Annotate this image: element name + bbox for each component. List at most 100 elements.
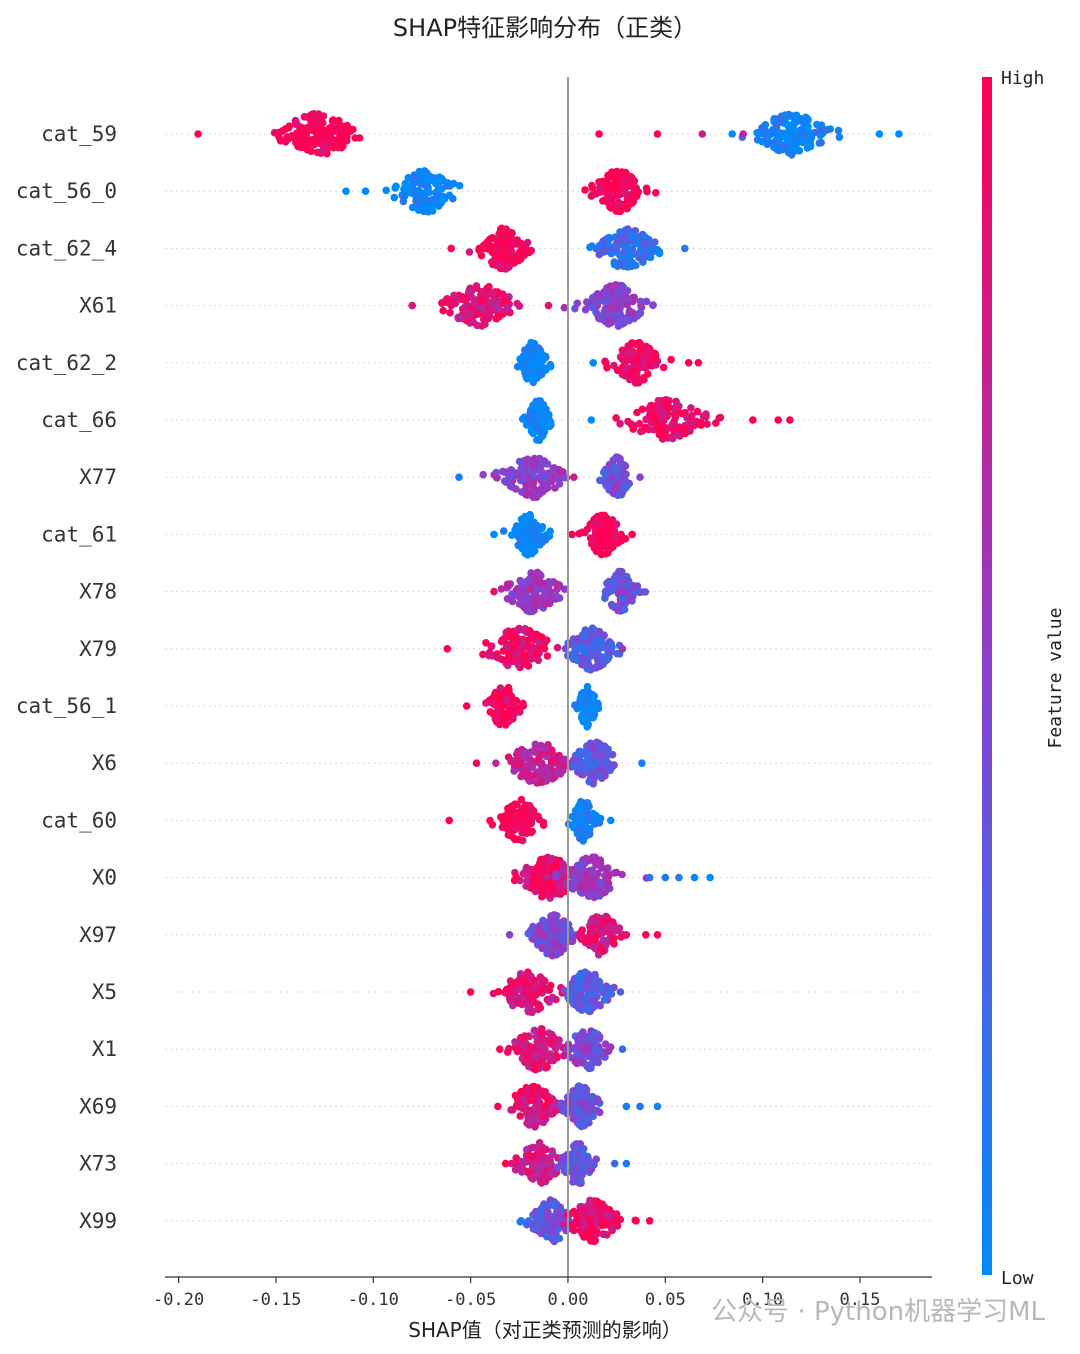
shap-dot — [594, 951, 603, 959]
feature-row-cat_61 — [490, 510, 636, 559]
shap-dot-outlier — [472, 759, 481, 767]
shap-dot-outlier — [636, 473, 644, 482]
shap-dot — [562, 473, 571, 482]
shap-dot — [300, 127, 309, 136]
shap-dot — [553, 643, 562, 652]
shap-dot — [410, 186, 418, 195]
feature-label-X78: X78 — [79, 580, 117, 604]
shap-dot — [512, 1154, 520, 1162]
shap-dot — [605, 520, 614, 528]
shap-dot — [541, 1088, 550, 1096]
shap-dot — [521, 549, 530, 558]
shap-dot — [656, 400, 665, 409]
shap-dot — [611, 482, 620, 491]
shap-dot — [620, 605, 629, 614]
shap-dot — [598, 754, 606, 762]
shap-dot — [504, 804, 512, 813]
shap-dot — [600, 467, 609, 476]
shap-dot-outlier — [462, 702, 471, 710]
shap-dot — [628, 339, 636, 347]
shap-dot — [583, 298, 591, 306]
shap-dot — [526, 536, 535, 544]
shap-dot — [574, 825, 583, 833]
shap-dot — [789, 144, 797, 152]
shap-dot — [617, 252, 626, 261]
shap-dot — [440, 195, 449, 203]
feature-label-X1: X1 — [92, 1037, 117, 1061]
shap-dot — [526, 408, 535, 417]
shap-dot-outlier — [684, 359, 693, 367]
shap-dot — [693, 407, 702, 416]
shap-dot — [529, 478, 538, 487]
shap-dot — [537, 778, 546, 786]
feature-row-X6 — [472, 738, 646, 788]
shap-dot — [443, 295, 452, 303]
shap-dot — [613, 237, 621, 246]
shap-dot — [504, 475, 513, 484]
shap-dot — [576, 749, 585, 758]
shap-dot — [606, 245, 614, 253]
shap-dot — [531, 1052, 540, 1060]
shap-dot — [579, 644, 588, 653]
feature-label-cat_60: cat_60 — [41, 808, 117, 832]
shap-dot — [337, 141, 346, 149]
shap-dot — [540, 1044, 548, 1053]
shap-dot — [551, 1220, 560, 1229]
shap-dot — [608, 285, 616, 294]
feature-row-X73 — [501, 1139, 631, 1187]
shap-dot — [538, 1177, 546, 1186]
shap-dot — [541, 918, 550, 926]
shap-dot — [486, 708, 495, 716]
shap-dot — [600, 288, 608, 296]
shap-dot — [590, 1028, 599, 1037]
shap-dot-outlier — [610, 1159, 619, 1168]
shap-dot-outlier — [739, 130, 747, 138]
feature-label-X69: X69 — [79, 1094, 117, 1118]
shap-dot — [512, 873, 520, 882]
shap-dot — [518, 415, 527, 423]
shap-dot-outlier — [638, 759, 646, 767]
shap-dot — [555, 1234, 564, 1243]
shap-dot — [553, 1163, 562, 1172]
shap-dot — [753, 136, 762, 144]
shap-dot — [608, 643, 616, 651]
shap-dot — [579, 688, 588, 697]
shap-dot — [329, 116, 337, 124]
shap-dot — [526, 584, 535, 593]
shap-dot — [569, 1090, 577, 1099]
shap-dot-outlier — [616, 988, 625, 996]
shap-dot — [544, 411, 553, 419]
shap-dot — [815, 139, 824, 147]
shap-dot — [598, 643, 607, 652]
shap-dot — [834, 126, 843, 135]
shap-dot — [578, 528, 586, 537]
shap-dot — [626, 252, 635, 261]
shap-dot — [540, 591, 548, 600]
feature-label-cat_56_1: cat_56_1 — [16, 694, 117, 718]
shap-dot — [617, 261, 626, 269]
shap-dot — [653, 424, 662, 433]
shap-dot — [537, 759, 546, 767]
shap-dot — [649, 301, 657, 310]
shap-dot-outlier — [447, 301, 456, 310]
shap-dot — [556, 1203, 565, 1211]
shap-dot — [520, 1032, 529, 1040]
shap-dot-outlier — [645, 873, 654, 882]
shap-dot — [273, 129, 281, 137]
shap-dot — [792, 128, 800, 136]
shap-dot — [481, 320, 489, 329]
shap-dot — [465, 287, 474, 295]
shap-dot — [568, 1104, 577, 1113]
shap-dot — [579, 1219, 588, 1228]
shap-dot — [474, 310, 482, 318]
shap-dot — [531, 740, 540, 749]
colorbar-gradient — [982, 77, 992, 1275]
shap-dot — [547, 912, 555, 920]
shap-dot — [545, 1215, 554, 1223]
shap-dot — [618, 294, 627, 302]
shap-dot — [534, 656, 543, 665]
shap-dot — [583, 723, 591, 731]
shap-dots — [194, 110, 903, 1246]
shap-dot — [615, 207, 624, 216]
shap-dot — [538, 524, 546, 533]
